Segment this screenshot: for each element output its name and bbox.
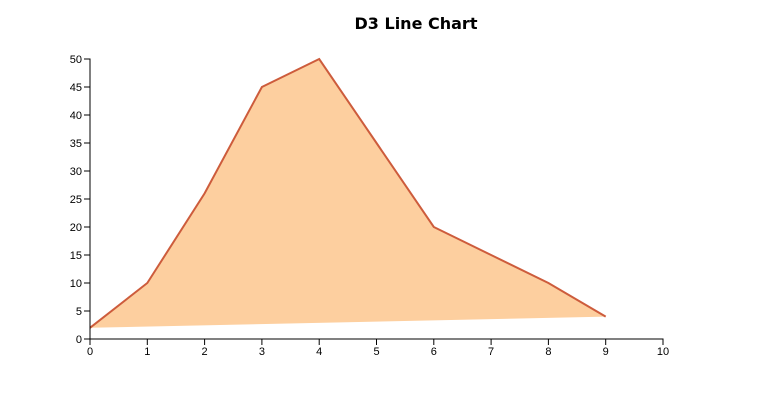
x-tick-label-1: 1 <box>144 346 150 358</box>
x-tick-label-7: 7 <box>488 346 494 358</box>
y-tick-label-50: 50 <box>70 54 82 66</box>
area-fill <box>90 59 606 328</box>
x-tick-label-10: 10 <box>657 346 669 358</box>
x-tick-label-3: 3 <box>259 346 265 358</box>
y-tick-label-15: 15 <box>70 250 82 262</box>
y-tick-label-0: 0 <box>76 334 82 346</box>
series-line <box>89 57 607 329</box>
y-tick-label-35: 35 <box>70 138 82 150</box>
y-tick-label-45: 45 <box>70 82 82 94</box>
y-tick-label-25: 25 <box>70 194 82 206</box>
y-tick-label-20: 20 <box>70 222 82 234</box>
x-tick-label-9: 9 <box>603 346 609 358</box>
y-tick-label-10: 10 <box>70 278 82 290</box>
x-axis: 0 1 2 3 4 5 6 7 8 9 10 <box>87 338 669 358</box>
y-tick-label-30: 30 <box>70 166 82 178</box>
x-tick-label-6: 6 <box>431 346 437 358</box>
x-tick-label-5: 5 <box>373 346 379 358</box>
x-tick-label-2: 2 <box>202 346 208 358</box>
y-axis: 0 5 10 15 20 25 30 35 40 45 50 <box>70 54 91 346</box>
x-tick-label-0: 0 <box>87 346 93 358</box>
y-tick-label-5: 5 <box>76 306 82 318</box>
y-tick-label-40: 40 <box>70 110 82 122</box>
x-tick-label-8: 8 <box>545 346 551 358</box>
line-layer <box>89 57 607 329</box>
x-tick-label-4: 4 <box>316 346 322 358</box>
area-layer <box>90 59 606 328</box>
